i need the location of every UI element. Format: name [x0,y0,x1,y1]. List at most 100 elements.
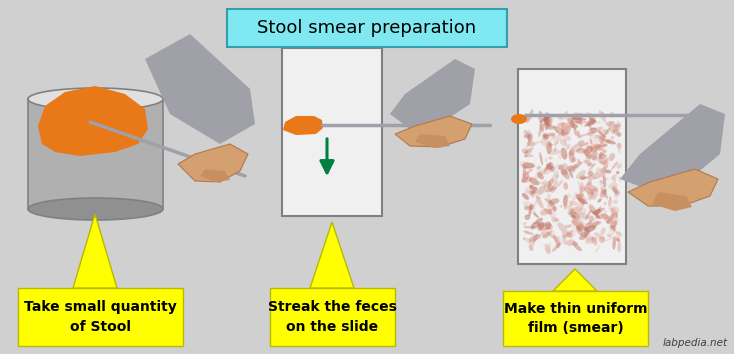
Ellipse shape [602,112,605,116]
Ellipse shape [598,131,606,137]
Ellipse shape [523,147,534,154]
Ellipse shape [542,133,548,138]
Ellipse shape [527,130,532,141]
Ellipse shape [600,135,606,140]
Ellipse shape [564,155,567,157]
Ellipse shape [611,215,617,226]
Ellipse shape [572,192,577,203]
Ellipse shape [591,119,596,125]
Ellipse shape [594,232,605,240]
Ellipse shape [561,169,570,179]
Ellipse shape [587,118,596,126]
Ellipse shape [545,222,551,229]
Ellipse shape [598,154,607,159]
Ellipse shape [574,120,588,124]
Ellipse shape [595,214,600,219]
Polygon shape [620,104,725,192]
Ellipse shape [598,126,605,133]
Ellipse shape [617,163,622,169]
Ellipse shape [561,148,567,160]
Polygon shape [38,86,148,156]
Ellipse shape [564,117,574,119]
Ellipse shape [566,165,578,171]
Ellipse shape [554,126,561,137]
Ellipse shape [617,121,621,126]
Ellipse shape [550,207,556,217]
Ellipse shape [605,177,608,180]
Ellipse shape [566,144,570,150]
Polygon shape [178,144,248,182]
Ellipse shape [539,121,544,132]
Ellipse shape [608,206,615,211]
Ellipse shape [599,236,606,243]
Ellipse shape [548,208,552,215]
Ellipse shape [550,138,552,142]
Ellipse shape [541,138,548,145]
Ellipse shape [607,213,615,224]
Ellipse shape [563,230,573,238]
Ellipse shape [552,243,561,252]
Ellipse shape [541,116,550,122]
Ellipse shape [599,182,606,192]
Ellipse shape [588,170,593,176]
Ellipse shape [593,208,605,215]
Ellipse shape [589,220,592,225]
Ellipse shape [569,150,575,163]
Ellipse shape [548,229,555,235]
Ellipse shape [545,158,548,162]
Ellipse shape [553,206,557,211]
Ellipse shape [522,193,529,200]
Ellipse shape [578,120,582,126]
Ellipse shape [537,228,550,230]
Ellipse shape [611,161,618,170]
Ellipse shape [580,113,584,118]
Ellipse shape [611,225,616,231]
Ellipse shape [600,180,604,184]
Polygon shape [310,222,354,288]
Ellipse shape [533,176,537,179]
Ellipse shape [522,148,528,154]
Ellipse shape [546,141,552,154]
Ellipse shape [585,151,592,164]
Ellipse shape [593,225,597,230]
Ellipse shape [550,166,555,172]
Ellipse shape [595,215,601,219]
Polygon shape [415,134,450,148]
Ellipse shape [617,132,622,137]
Ellipse shape [608,124,615,134]
Ellipse shape [539,182,549,188]
Ellipse shape [533,211,537,216]
Ellipse shape [523,166,528,169]
Ellipse shape [578,217,584,221]
Ellipse shape [589,163,596,170]
Ellipse shape [594,143,601,150]
Ellipse shape [593,143,603,153]
Ellipse shape [578,193,586,202]
Ellipse shape [578,176,592,179]
Ellipse shape [557,222,567,233]
Ellipse shape [577,140,584,145]
Ellipse shape [530,226,534,230]
Ellipse shape [575,131,580,136]
Ellipse shape [597,157,602,159]
Ellipse shape [544,181,551,189]
Ellipse shape [584,149,589,154]
Ellipse shape [523,161,533,170]
Ellipse shape [573,118,586,120]
Ellipse shape [585,225,595,232]
Ellipse shape [591,128,597,130]
Bar [270,288,395,346]
Ellipse shape [557,131,564,142]
Ellipse shape [553,142,558,146]
Ellipse shape [565,224,573,228]
Ellipse shape [511,114,527,124]
Ellipse shape [613,129,617,133]
Polygon shape [395,116,472,147]
Ellipse shape [575,148,588,154]
Ellipse shape [545,244,551,254]
Ellipse shape [564,132,570,135]
Ellipse shape [604,127,611,136]
Ellipse shape [574,112,581,118]
Ellipse shape [574,244,582,251]
Ellipse shape [599,161,605,165]
